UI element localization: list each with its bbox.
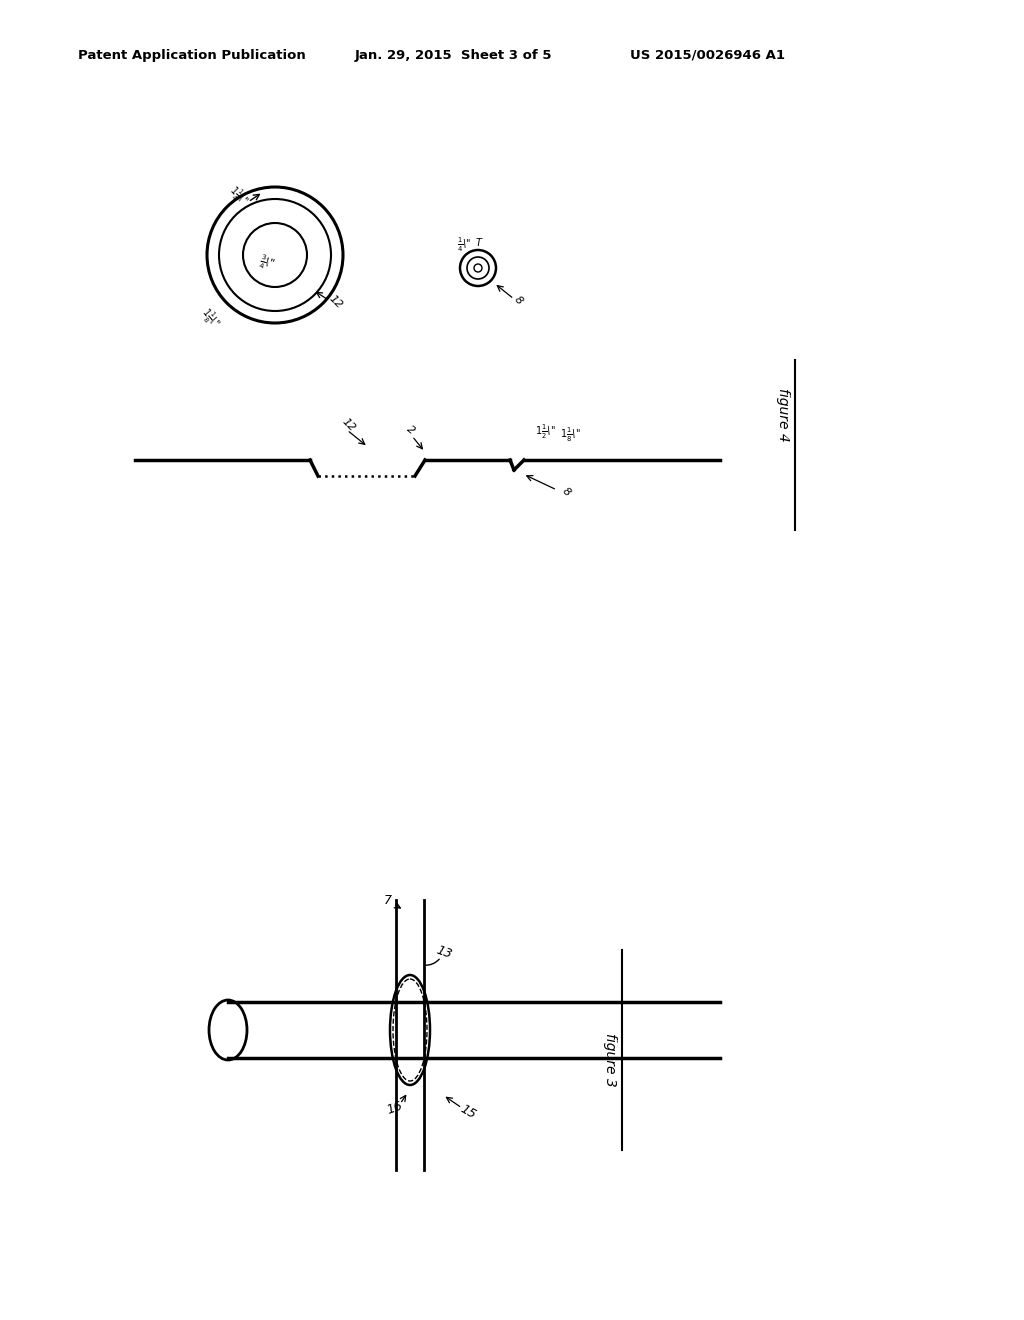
Text: 13: 13 xyxy=(434,944,454,961)
Text: $\frac{1}{4}$\": $\frac{1}{4}$\" xyxy=(457,236,471,255)
Text: $1\frac{1}{4}$\": $1\frac{1}{4}$\" xyxy=(224,182,252,210)
Text: $1\frac{1}{2}$\": $1\frac{1}{2}$\" xyxy=(535,422,556,441)
Text: figure 3: figure 3 xyxy=(603,1034,617,1086)
Text: 7: 7 xyxy=(384,894,392,907)
Text: 12: 12 xyxy=(328,293,344,310)
Text: 2: 2 xyxy=(406,424,417,436)
Text: Jan. 29, 2015  Sheet 3 of 5: Jan. 29, 2015 Sheet 3 of 5 xyxy=(355,49,553,62)
Text: 8: 8 xyxy=(560,486,571,498)
Text: T: T xyxy=(476,238,482,248)
Text: $\frac{3}{4}$\": $\frac{3}{4}$\" xyxy=(257,252,276,273)
Text: Patent Application Publication: Patent Application Publication xyxy=(78,49,306,62)
Text: $1\frac{1}{8}$\": $1\frac{1}{8}$\" xyxy=(560,426,581,444)
Text: US 2015/0026946 A1: US 2015/0026946 A1 xyxy=(630,49,785,62)
Text: figure 4: figure 4 xyxy=(776,388,790,442)
Text: 12: 12 xyxy=(340,416,357,433)
Text: 16: 16 xyxy=(385,1100,404,1117)
Text: $1\frac{1}{8}$\": $1\frac{1}{8}$\" xyxy=(197,304,223,331)
Text: 15: 15 xyxy=(458,1102,478,1122)
Text: 8: 8 xyxy=(512,294,524,306)
